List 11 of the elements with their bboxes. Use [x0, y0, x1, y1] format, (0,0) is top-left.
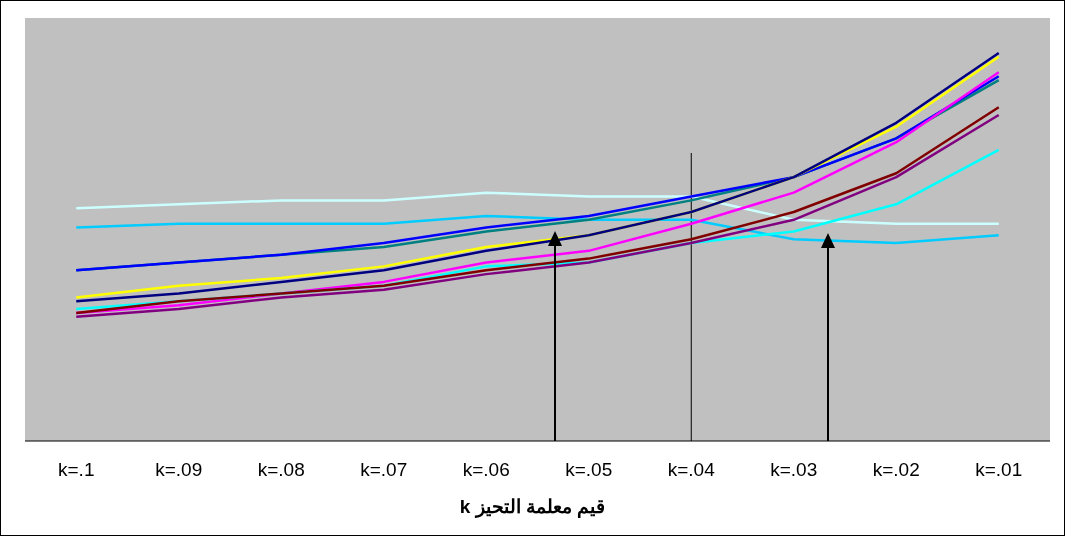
x-tick-label: k=.01	[975, 459, 1023, 481]
x-tick-label: k=.08	[257, 459, 305, 481]
x-tick-label: k=.02	[872, 459, 920, 481]
x-tick-label: k=.03	[770, 459, 818, 481]
x-axis-title: قيم معلمة التحيز k	[458, 495, 607, 518]
x-tick-label: k=.07	[360, 459, 408, 481]
x-tick-label: k=.04	[667, 459, 716, 481]
x-tick-label: k=.1	[58, 459, 95, 481]
x-tick-label: k=.06	[462, 459, 510, 481]
x-tick-label: k=.05	[565, 459, 613, 481]
x-tick-label: k=.09	[155, 459, 203, 481]
